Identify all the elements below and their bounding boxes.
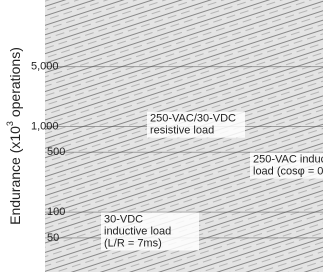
annotation: load (cosφ = 0.4): [253, 165, 323, 177]
y-axis-label: Endurance (x103 operations): [5, 47, 22, 225]
annotation: 250-VAC/30-VDC: [150, 113, 236, 125]
chart: Endurance (x103 operations) 5,000 1,000 50…: [0, 0, 323, 272]
annotation: 250-VAC inductive: [253, 153, 323, 165]
annotation: 30-VDC: [104, 213, 143, 225]
annotation: inductive load: [104, 225, 171, 237]
y-label-text: Endurance (x10: [7, 126, 23, 225]
y-tick-label: 5,000: [31, 61, 59, 73]
y-tick-label: 1,000: [31, 120, 59, 132]
y-label-text: operations): [7, 47, 23, 121]
y-tick-label: 500: [47, 146, 65, 158]
y-tick-label: 100: [47, 206, 65, 218]
annotation: (L/R = 7ms): [104, 237, 162, 249]
annotation: resistive load: [150, 125, 214, 137]
y-tick-label: 50: [47, 232, 59, 244]
